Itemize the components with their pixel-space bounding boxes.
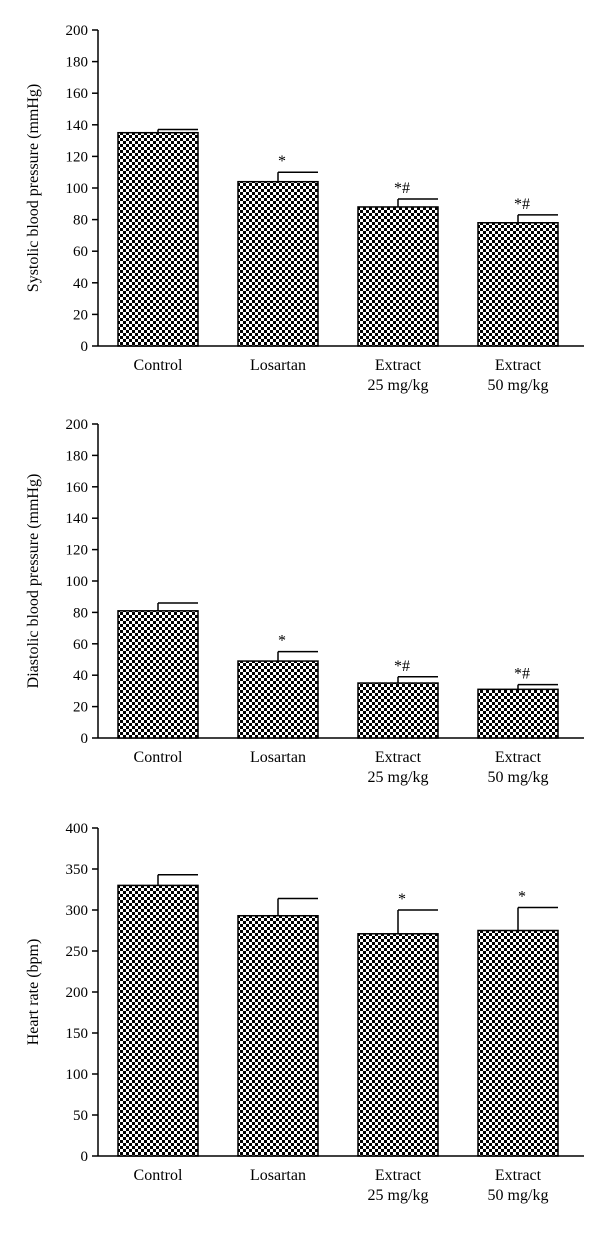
y-tick-label: 40 [73, 276, 88, 292]
y-tick-label: 400 [66, 821, 89, 837]
chart-panel-1: 0 20 40 60 80 100 120 140 160 180 200 Systolic bloo… [25, 23, 584, 394]
significance-marker: *# [514, 196, 530, 213]
category-label: Control [134, 357, 183, 374]
y-tick-label: 160 [66, 86, 89, 102]
category-label: Extract [495, 749, 542, 766]
y-tick-label: 160 [66, 480, 89, 496]
y-axis-label: Heart rate (bpm) [25, 939, 42, 1046]
category-label: Control [134, 1167, 183, 1184]
y-tick-label: 40 [73, 668, 88, 684]
chart-panel-2: 0 20 40 60 80 100 120 140 160 180 200 Diastolic blo… [25, 417, 584, 786]
y-tick-label: 300 [66, 903, 89, 919]
y-tick-label: 60 [73, 637, 88, 653]
bar [357, 933, 439, 1157]
significance-marker: *# [394, 658, 410, 675]
category-label: Extract [375, 749, 422, 766]
y-tick-label: 20 [73, 307, 88, 323]
significance-marker: *# [514, 666, 530, 683]
category-label: Losartan [250, 1167, 306, 1184]
y-tick-label: 80 [73, 213, 88, 229]
y-tick-label: 120 [66, 543, 89, 559]
y-tick-label: 180 [66, 448, 89, 464]
category-label: 50 mg/kg [488, 377, 549, 394]
y-tick-label: 50 [73, 1108, 88, 1124]
category-label: 25 mg/kg [368, 769, 429, 786]
category-label: Losartan [250, 749, 306, 766]
bar [357, 682, 439, 739]
y-tick-label: 20 [73, 700, 88, 716]
category-label: Extract [375, 357, 422, 374]
y-tick-label: 0 [81, 731, 89, 747]
category-label: 50 mg/kg [488, 1187, 549, 1204]
bar [477, 222, 559, 347]
y-tick-label: 180 [66, 55, 89, 71]
y-tick-label: 80 [73, 605, 88, 621]
y-axis-label: Systolic blood pressure (mmHg) [25, 84, 42, 292]
bar [357, 206, 439, 347]
significance-marker: *# [394, 180, 410, 197]
significance-marker: * [278, 633, 286, 650]
y-axis-label: Diastolic blood pressure (mmHg) [25, 474, 42, 689]
category-label: Extract [495, 357, 542, 374]
significance-marker: * [398, 891, 406, 908]
bar [477, 688, 559, 739]
category-label: Losartan [250, 357, 306, 374]
y-tick-label: 200 [66, 23, 89, 39]
bar [237, 660, 319, 739]
category-label: Control [134, 749, 183, 766]
y-tick-label: 60 [73, 244, 88, 260]
bar [237, 914, 319, 1157]
bar [117, 131, 199, 347]
category-label: 50 mg/kg [488, 769, 549, 786]
bar [117, 610, 199, 739]
bar [237, 180, 319, 347]
y-tick-label: 250 [66, 944, 89, 960]
significance-marker: * [278, 153, 286, 170]
y-tick-label: 140 [66, 118, 89, 134]
y-tick-label: 200 [66, 985, 89, 1001]
y-tick-label: 100 [66, 574, 89, 590]
y-tick-label: 120 [66, 149, 89, 165]
y-tick-label: 350 [66, 862, 89, 878]
bar [477, 929, 559, 1157]
category-label: 25 mg/kg [368, 1187, 429, 1204]
y-tick-label: 140 [66, 511, 89, 527]
bar [117, 884, 199, 1157]
category-label: 25 mg/kg [368, 377, 429, 394]
y-tick-label: 150 [66, 1026, 89, 1042]
y-tick-label: 100 [66, 1067, 89, 1083]
y-tick-label: 200 [66, 417, 89, 433]
y-tick-label: 0 [81, 339, 89, 355]
chart-panel-3: 0 50 100 150 200 250 300 350 400 Heart rate (bpm)… [25, 821, 584, 1204]
y-tick-label: 100 [66, 181, 89, 197]
category-label: Extract [495, 1167, 542, 1184]
y-tick-label: 0 [81, 1149, 89, 1165]
category-label: Extract [375, 1167, 422, 1184]
significance-marker: * [518, 889, 526, 906]
